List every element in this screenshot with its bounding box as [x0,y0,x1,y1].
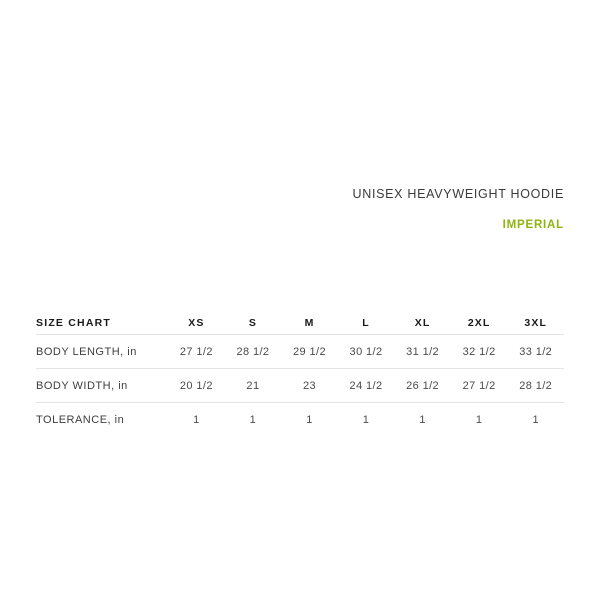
column-header-s: S [248,317,257,329]
cell-tolerance-2xl: 1 [450,402,508,436]
size-chart-table: SIZE CHART XS S M L XL 2XL 3XL BODY LENG… [36,312,564,436]
cell-body-width-xs: 20 1/2 [168,368,225,403]
table-row: TOLERANCE, in 1 1 1 1 1 1 1 [36,402,564,436]
cell-body-length-m: 29 1/2 [281,334,338,369]
cell-body-width-s: 21 [224,368,282,403]
row-label-tolerance: TOLERANCE, in [36,402,169,436]
header-row: SIZE CHART XS S M L XL 2XL 3XL [36,312,564,335]
size-chart-table-wrapper: SIZE CHART XS S M L XL 2XL 3XL BODY LENG… [36,312,564,436]
page-title: UNISEX HEAVYWEIGHT HOODIE [352,187,564,201]
column-header-xs: XS [188,317,205,329]
cell-tolerance-3xl: 1 [507,402,564,436]
cell-body-width-xl: 26 1/2 [394,368,451,403]
table-row: BODY WIDTH, in 20 1/2 21 23 24 1/2 26 1/… [36,368,564,403]
column-header-m: M [304,317,315,329]
cell-body-length-xs: 27 1/2 [168,334,225,369]
unit-system-label: IMPERIAL [502,219,564,231]
cell-body-length-s: 28 1/2 [224,334,282,369]
chart-header: UNISEX HEAVYWEIGHT HOODIE IMPERIAL [36,186,564,232]
cell-tolerance-s: 1 [224,402,282,436]
column-header-3xl: 3XL [524,317,547,329]
column-header-xl: XL [414,317,431,329]
table-body: BODY LENGTH, in 27 1/2 28 1/2 29 1/2 30 … [36,334,564,436]
cell-body-width-3xl: 28 1/2 [507,368,564,403]
table-header: SIZE CHART XS S M L XL 2XL 3XL [36,312,564,335]
table-row: BODY LENGTH, in 27 1/2 28 1/2 29 1/2 30 … [36,334,564,369]
column-header-l: L [362,317,370,329]
column-header-2xl: 2XL [467,317,491,329]
cell-tolerance-m: 1 [281,402,338,436]
row-label-body-width: BODY WIDTH, in [36,368,169,403]
cell-body-length-3xl: 33 1/2 [507,334,564,369]
cell-body-width-l: 24 1/2 [337,368,395,403]
cell-tolerance-l: 1 [337,402,395,436]
column-header-size-chart: SIZE CHART [36,317,111,329]
row-label-body-length: BODY LENGTH, in [36,334,169,369]
cell-body-length-l: 30 1/2 [337,334,395,369]
cell-body-length-xl: 31 1/2 [394,334,451,369]
cell-body-length-2xl: 32 1/2 [450,334,508,369]
cell-body-width-2xl: 27 1/2 [450,368,508,403]
cell-body-width-m: 23 [281,368,338,403]
cell-tolerance-xs: 1 [168,402,225,436]
cell-tolerance-xl: 1 [394,402,451,436]
